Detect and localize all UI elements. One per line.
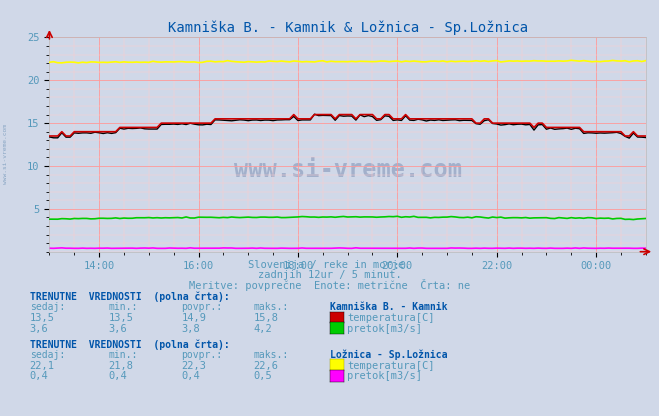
Text: 3,6: 3,6 (109, 324, 127, 334)
Text: temperatura[C]: temperatura[C] (347, 313, 435, 323)
Text: pretok[m3/s]: pretok[m3/s] (347, 324, 422, 334)
Text: 0,4: 0,4 (109, 371, 127, 381)
Text: temperatura[C]: temperatura[C] (347, 361, 435, 371)
Title: Kamniška B. - Kamnik & Ložnica - Sp.Ložnica: Kamniška B. - Kamnik & Ložnica - Sp.Ložn… (167, 20, 528, 35)
Text: sedaj:: sedaj: (30, 350, 65, 360)
Text: min.:: min.: (109, 350, 138, 360)
Text: min.:: min.: (109, 302, 138, 312)
Text: 22,6: 22,6 (254, 361, 279, 371)
Text: Kamniška B. - Kamnik: Kamniška B. - Kamnik (330, 302, 447, 312)
Text: pretok[m3/s]: pretok[m3/s] (347, 371, 422, 381)
Text: TRENUTNE  VREDNOSTI  (polna črta):: TRENUTNE VREDNOSTI (polna črta): (30, 291, 229, 302)
Text: maks.:: maks.: (254, 302, 289, 312)
Text: sedaj:: sedaj: (30, 302, 65, 312)
Text: 3,6: 3,6 (30, 324, 48, 334)
Text: Ložnica - Sp.Ložnica: Ložnica - Sp.Ložnica (330, 350, 447, 360)
Text: 3,8: 3,8 (181, 324, 200, 334)
Text: 22,3: 22,3 (181, 361, 206, 371)
Text: 14,9: 14,9 (181, 313, 206, 323)
Text: 4,2: 4,2 (254, 324, 272, 334)
Text: 0,4: 0,4 (30, 371, 48, 381)
Text: maks.:: maks.: (254, 350, 289, 360)
Text: 13,5: 13,5 (109, 313, 134, 323)
Text: 21,8: 21,8 (109, 361, 134, 371)
Text: 0,5: 0,5 (254, 371, 272, 381)
Text: povpr.:: povpr.: (181, 302, 222, 312)
Text: TRENUTNE  VREDNOSTI  (polna črta):: TRENUTNE VREDNOSTI (polna črta): (30, 339, 229, 349)
Text: 13,5: 13,5 (30, 313, 55, 323)
Text: 0,4: 0,4 (181, 371, 200, 381)
Text: Slovenija / reke in morje.: Slovenija / reke in morje. (248, 260, 411, 270)
Text: povpr.:: povpr.: (181, 350, 222, 360)
Text: zadnjih 12ur / 5 minut.: zadnjih 12ur / 5 minut. (258, 270, 401, 280)
Text: 22,1: 22,1 (30, 361, 55, 371)
Text: www.si-vreme.com: www.si-vreme.com (234, 158, 461, 182)
Text: Meritve: povprečne  Enote: metrične  Črta: ne: Meritve: povprečne Enote: metrične Črta:… (189, 279, 470, 291)
Text: www.si-vreme.com: www.si-vreme.com (3, 124, 8, 184)
Text: 15,8: 15,8 (254, 313, 279, 323)
